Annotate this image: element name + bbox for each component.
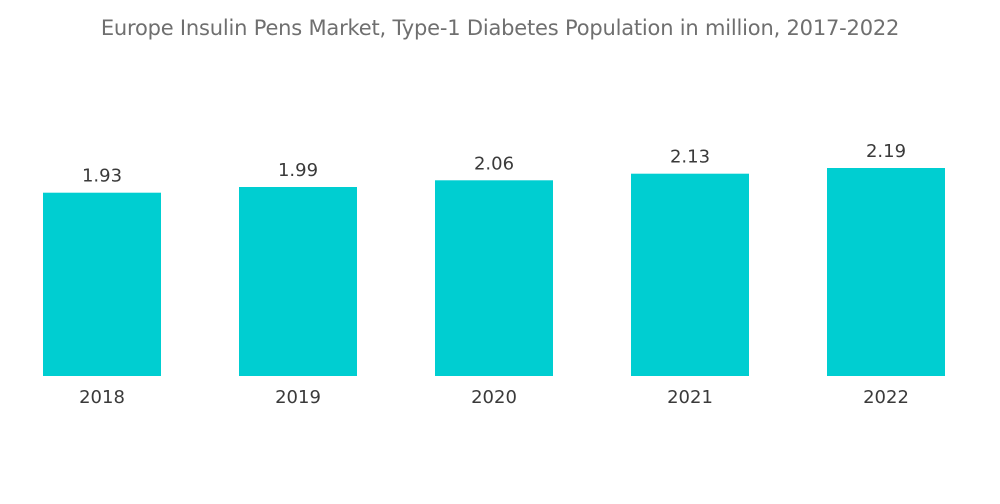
x-tick-label-2020: 2020	[471, 387, 517, 408]
data-label-2021: 2.13	[670, 147, 710, 168]
data-label-2019: 1.99	[278, 160, 318, 181]
bar-2018	[43, 192, 161, 376]
bars-group	[43, 168, 945, 376]
x-tick-label-2022: 2022	[863, 387, 909, 408]
x-tick-label-2019: 2019	[275, 387, 321, 408]
bar-labels-group: 1.93 1.99 2.06 2.13 2.19	[82, 141, 906, 187]
x-tick-label-2018: 2018	[79, 387, 125, 408]
bar-2021	[631, 173, 749, 376]
data-label-2018: 1.93	[82, 166, 122, 187]
chart-title: Europe Insulin Pens Market, Type-1 Diabe…	[100, 16, 900, 40]
x-tick-label-2021: 2021	[667, 387, 713, 408]
data-label-2022: 2.19	[866, 141, 906, 162]
data-label-2020: 2.06	[474, 153, 514, 174]
bar-2019	[239, 187, 357, 376]
bar-2022	[827, 168, 945, 376]
bar-2020	[435, 180, 553, 376]
x-axis-tick-labels: 2018 2019 2020 2021 2022	[79, 387, 909, 408]
